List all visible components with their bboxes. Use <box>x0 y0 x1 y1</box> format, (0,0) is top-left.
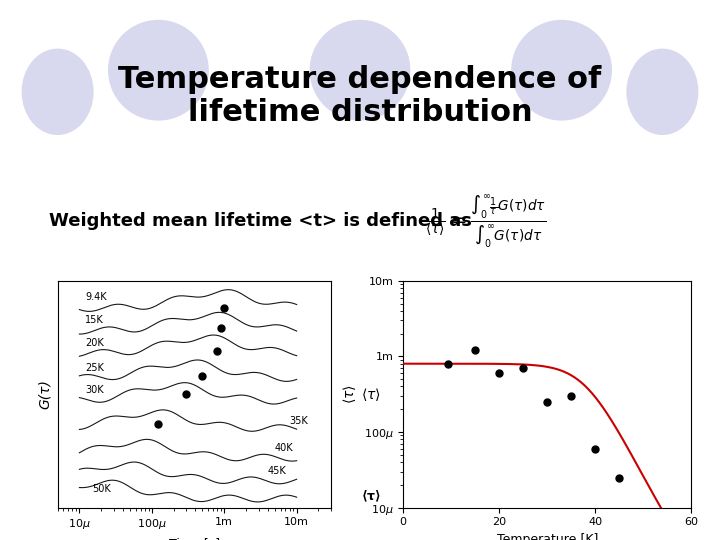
Text: 9.4K: 9.4K <box>85 292 107 302</box>
Point <box>541 397 553 406</box>
X-axis label: Time [s]: Time [s] <box>168 537 220 540</box>
Text: $\frac{1}{\langle\tau\rangle} = \frac{\int_0^{\infty}\frac{1}{\tau}G(\tau)d\tau}: $\frac{1}{\langle\tau\rangle} = \frac{\i… <box>425 193 546 249</box>
Text: Temperature dependence of
lifetime distribution: Temperature dependence of lifetime distr… <box>118 65 602 127</box>
Point <box>613 473 625 482</box>
Y-axis label: $\langle\tau\rangle$: $\langle\tau\rangle$ <box>341 384 358 404</box>
Text: 30K: 30K <box>85 386 104 395</box>
Text: 15K: 15K <box>85 315 104 325</box>
Point <box>565 392 577 400</box>
Point <box>443 360 454 368</box>
Point <box>469 346 481 355</box>
Text: 20K: 20K <box>85 338 104 348</box>
Point <box>493 369 505 377</box>
Point <box>518 364 529 373</box>
Text: 50K: 50K <box>92 484 111 494</box>
X-axis label: Temperature [K]: Temperature [K] <box>497 533 598 540</box>
Point <box>590 444 601 453</box>
Text: $\langle\tau\rangle$: $\langle\tau\rangle$ <box>361 386 381 403</box>
Text: 45K: 45K <box>268 466 287 476</box>
Text: 25K: 25K <box>85 363 104 373</box>
Text: 35K: 35K <box>289 416 308 426</box>
Y-axis label: G(τ): G(τ) <box>38 379 52 409</box>
Text: Weighted mean lifetime <t> is defined as: Weighted mean lifetime <t> is defined as <box>49 212 478 231</box>
Text: 40K: 40K <box>275 443 294 453</box>
Text: $\mathbf{\langle\tau\rangle}$: $\mathbf{\langle\tau\rangle}$ <box>361 489 381 504</box>
